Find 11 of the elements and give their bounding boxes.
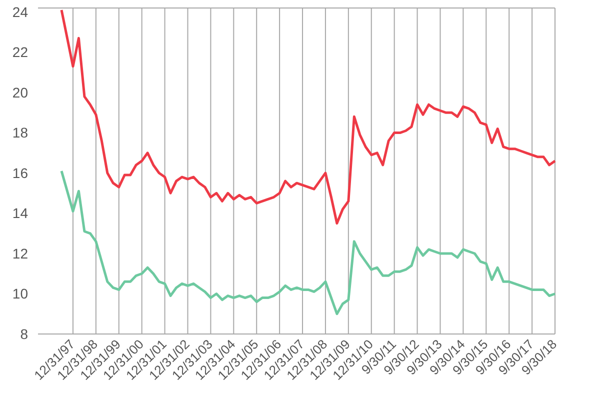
- y-tick-label: 18: [12, 124, 28, 141]
- y-tick-label: 20: [12, 84, 28, 100]
- y-tick-label: 16: [12, 164, 28, 181]
- line-series: [60, 8, 556, 225]
- y-tick-label: 14: [12, 205, 28, 222]
- y-tick-label: 24: [12, 4, 28, 20]
- y-tick-label: 22: [12, 44, 28, 60]
- y-tick-label: 8: [20, 326, 28, 342]
- y-tick-label: 10: [12, 286, 28, 302]
- line-series: [60, 170, 556, 316]
- y-tick-label: 12: [12, 245, 28, 262]
